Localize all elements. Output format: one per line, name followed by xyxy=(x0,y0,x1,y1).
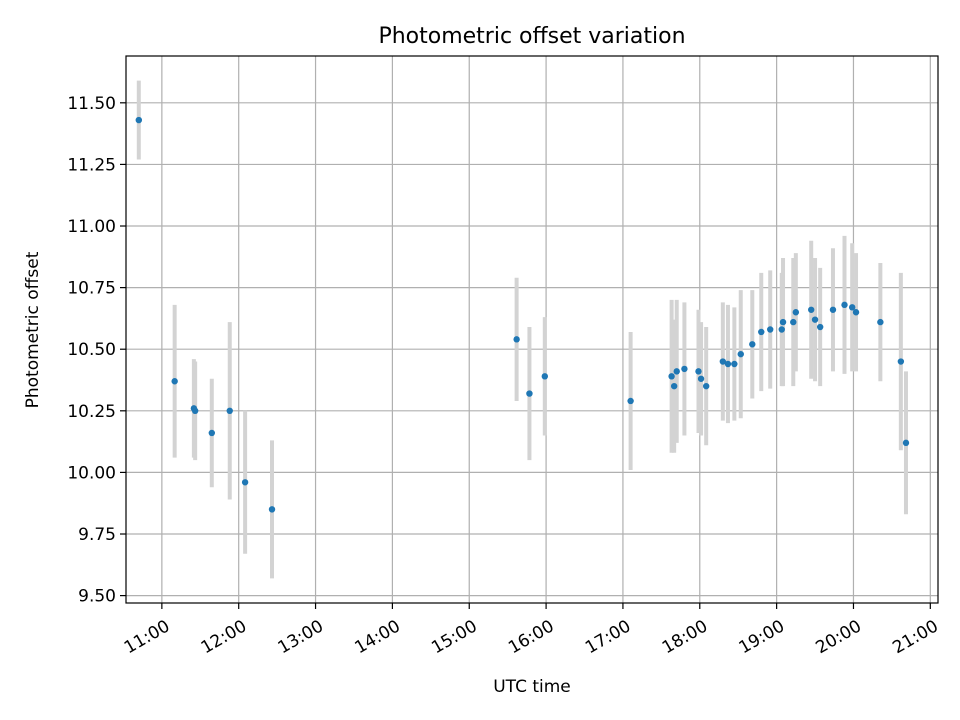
data-point xyxy=(697,375,705,382)
data-point xyxy=(902,439,910,447)
data-point xyxy=(670,382,678,390)
data-point xyxy=(627,397,634,405)
data-point xyxy=(135,116,143,124)
x-axis-label: UTC time xyxy=(493,677,571,697)
data-point xyxy=(792,309,800,316)
data-point xyxy=(778,326,785,333)
data-point xyxy=(268,506,276,513)
data-point xyxy=(171,378,178,385)
data-point xyxy=(790,318,797,326)
y-tick-label: 10.75 xyxy=(67,279,116,299)
data-point xyxy=(779,318,787,326)
data-point xyxy=(541,373,549,380)
data-point xyxy=(829,306,837,313)
data-point xyxy=(816,323,824,331)
y-tick-label: 11.00 xyxy=(67,217,116,237)
data-point xyxy=(668,373,675,380)
data-point xyxy=(702,382,710,390)
data-point xyxy=(848,304,856,311)
data-point xyxy=(681,365,688,373)
y-tick-label: 10.00 xyxy=(67,463,116,483)
x-axis-ticks: 11:00 12:00 13:00 14:00 15:00 16:00 17:00 18:00… xyxy=(121,603,942,658)
data-point xyxy=(737,350,744,358)
data-point xyxy=(841,301,848,309)
data-point xyxy=(767,326,774,333)
x-tick-label: 21:00 xyxy=(889,616,941,658)
data-point xyxy=(724,360,732,368)
x-tick-label: 20:00 xyxy=(813,616,865,658)
data-point xyxy=(877,318,884,326)
x-tick-label: 11:00 xyxy=(121,616,173,658)
x-tick-label: 14:00 xyxy=(351,616,403,658)
x-tick-label: 17:00 xyxy=(582,616,634,658)
data-point xyxy=(208,429,216,437)
y-tick-label: 10.25 xyxy=(67,402,116,422)
data-point xyxy=(758,328,765,336)
plot-frame xyxy=(125,55,939,604)
grid-lines xyxy=(126,56,938,603)
x-tick-label: 13:00 xyxy=(275,616,327,658)
y-tick-label: 10.50 xyxy=(67,340,116,360)
y-tick-label: 11.25 xyxy=(67,155,116,175)
data-point xyxy=(513,336,520,343)
y-axis-label: Photometric offset xyxy=(23,251,43,408)
error-bars xyxy=(136,80,908,579)
y-tick-label: 11.50 xyxy=(67,94,116,114)
data-point xyxy=(808,306,815,313)
data-points xyxy=(135,116,910,513)
data-point xyxy=(526,390,533,397)
data-point xyxy=(226,407,233,415)
data-point xyxy=(191,407,199,415)
data-point xyxy=(695,368,702,375)
x-tick-label: 16:00 xyxy=(505,616,557,658)
data-point xyxy=(731,360,738,368)
data-point xyxy=(852,309,860,316)
data-point xyxy=(241,479,249,486)
data-point xyxy=(811,316,819,323)
x-tick-label: 12:00 xyxy=(198,616,250,658)
data-point xyxy=(673,368,680,375)
data-point xyxy=(719,358,727,365)
data-point xyxy=(749,341,756,348)
x-tick-label: 15:00 xyxy=(428,616,480,658)
y-axis-ticks: 9.50 9.75 10.00 10.25 10.50 10.75 11.00 11.25 11… xyxy=(67,94,126,607)
data-point xyxy=(897,358,905,365)
y-tick-label: 9.50 xyxy=(78,587,116,607)
chart-title: Photometric offset variation xyxy=(378,24,685,49)
y-tick-label: 9.75 xyxy=(78,525,116,545)
x-tick-label: 18:00 xyxy=(659,616,711,658)
x-tick-label: 19:00 xyxy=(736,616,788,658)
